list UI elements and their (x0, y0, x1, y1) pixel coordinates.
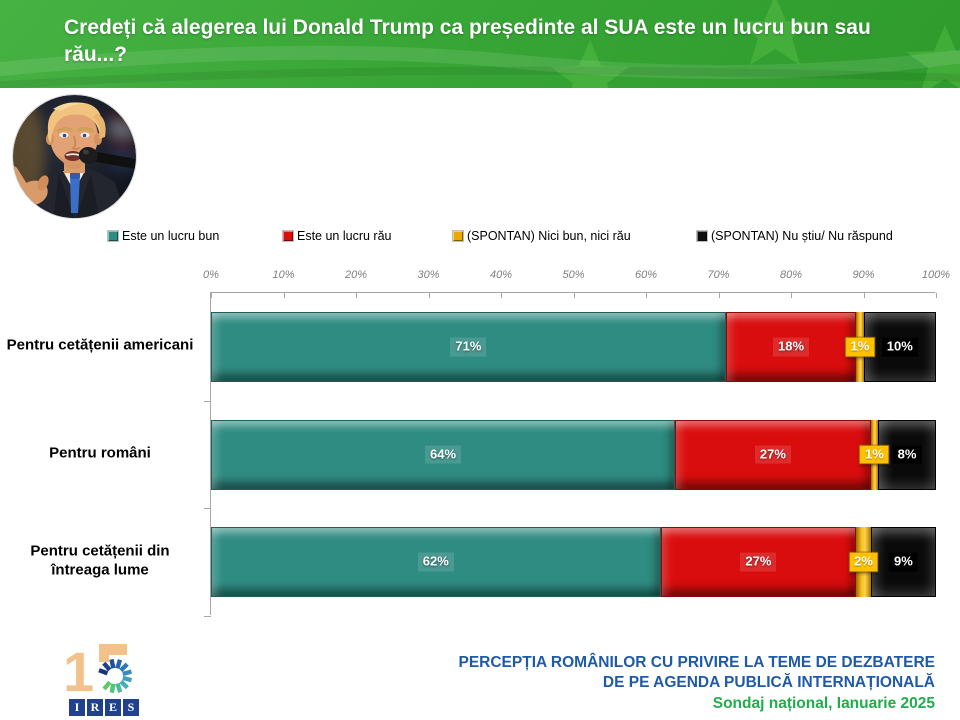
trump-photo (13, 95, 136, 218)
x-axis-tick-label: 10% (272, 269, 295, 281)
category-label: Pentru cetățenii americani (6, 336, 194, 354)
logo-number-1: 1 (63, 641, 94, 697)
footer-line1: PERCEPȚIA ROMÂNILOR CU PRIVIRE LA TEME D… (458, 654, 935, 671)
eu-stars-decoration (0, 0, 960, 88)
footer-line2: DE PE AGENDA PUBLICĂ INTERNAȚIONALĂ (602, 674, 935, 692)
footer-text: PERCEPȚIA ROMÂNILOR CU PRIVIRE LA TEME D… (295, 653, 935, 714)
x-axis-tick-label: 50% (562, 269, 585, 281)
x-axis-tick-label: 40% (489, 269, 513, 281)
ires-15-anniversary-icon: 1 (63, 640, 133, 703)
x-axis-tick-mark (428, 293, 430, 298)
y-axis-tick-mark (204, 616, 211, 617)
spiral-segment (115, 659, 123, 669)
x-axis-tick-label: 30% (417, 269, 440, 281)
stacked-bar-row: 71% 18% 1% 10% (211, 311, 936, 382)
x-axis-tick-mark (791, 293, 792, 298)
x-axis-tick-mark (283, 293, 285, 298)
x-axis-tick-label: 90% (852, 269, 875, 281)
ires-letter-box: I (69, 699, 85, 716)
x-axis-tick-label: 60% (634, 269, 658, 281)
spiral-segment (102, 680, 112, 691)
x-axis-tick-mark (573, 293, 575, 298)
legend-label: Este un lucru bun (122, 229, 220, 243)
x-axis-tick-mark (718, 293, 720, 298)
plot-area: 0% 10% 20% 30% 40% 50% 60% 70% 80% 90% 100% 71% 18% 1… (203, 269, 950, 617)
stacked-bar-row: 62% 27% 2% 9% (211, 527, 936, 598)
x-axis-tick-label: 100% (921, 269, 951, 281)
legend-swatch-icon (697, 231, 707, 241)
x-axis-tick-label: 70% (707, 269, 730, 281)
data-label: 71% (450, 337, 487, 357)
ires-letter-box: R (87, 699, 103, 716)
category-axis-labels: Pentru cetățenii americani Pentru români P… (0, 292, 200, 615)
data-label: 1% (859, 445, 889, 464)
category-label: Pentru români (49, 444, 151, 462)
data-label: 64% (424, 445, 462, 464)
ires-letter-box: S (123, 699, 139, 716)
x-axis-tick-mark (863, 293, 865, 298)
trump-portrait-illustration (13, 95, 136, 218)
footer-line3: Sondaj național, Ianuarie 2025 (712, 695, 935, 713)
legend-swatch-icon (283, 231, 293, 241)
legend-swatch-icon (108, 231, 118, 241)
data-label: 2% (849, 552, 878, 572)
x-axis-tick-mark (646, 293, 647, 298)
x-axis-tick-mark (211, 293, 212, 298)
spiral-segment (98, 668, 109, 676)
page-title: Credeți că alegerea lui Donald Trump ca … (64, 16, 871, 66)
spiral-segment (109, 683, 116, 694)
x-axis-tick-label: 80% (779, 269, 803, 281)
spiral-segment (109, 658, 116, 669)
x-axis-tick-mark (501, 293, 502, 298)
spiral-segment (115, 682, 123, 693)
chart-legend: Este un lucru bun Este un lucru rău (SPONT… (0, 229, 960, 247)
legend-item-2: (SPONTAN) Nici bun, nici rău (453, 229, 631, 243)
legend-item-0: Este un lucru bun (108, 229, 219, 243)
legend-swatch-icon (453, 231, 463, 241)
data-label: 10% (881, 337, 918, 357)
data-label: 27% (754, 445, 791, 464)
x-axis-tick-label: 20% (344, 269, 368, 281)
x-axis-tick-label: 0% (203, 269, 219, 281)
x-axis-tick-mark (356, 293, 357, 298)
ires-letter-box: E (105, 699, 121, 716)
bar-segment-0 (211, 527, 661, 598)
header-banner: Credeți că alegerea lui Donald Trump ca … (0, 0, 960, 88)
bar-segment-1 (660, 527, 857, 598)
legend-item-3: (SPONTAN) Nu știu/ Nu răspund (697, 229, 893, 243)
category-label: Pentru cetățenii din întreaga lume (30, 542, 170, 579)
data-label: 1% (845, 337, 875, 357)
legend-label: (SPONTAN) Nici bun, nici rău (467, 229, 631, 243)
bar-segment-0 (211, 419, 675, 490)
data-label: 18% (772, 337, 810, 357)
stacked-bar-row: 64% 27% 1% 8% (211, 419, 936, 490)
legend-item-1: Este un lucru rău (283, 229, 392, 243)
legend-label: Este un lucru rău (297, 229, 392, 243)
y-axis-tick-mark (204, 508, 211, 510)
data-label: 9% (888, 552, 918, 572)
spiral-segment (102, 661, 112, 672)
legend-label: (SPONTAN) Nu știu/ Nu răspund (711, 229, 893, 243)
data-label: 27% (740, 552, 777, 572)
spiral-segment (122, 669, 132, 677)
bar-segment-0 (211, 311, 726, 382)
y-axis-tick-mark (204, 400, 211, 402)
data-label: 8% (892, 445, 922, 464)
spiral-segment (119, 662, 129, 673)
x-axis-tick-mark (936, 293, 937, 298)
spiral-segment (122, 675, 133, 683)
bar-segment-1 (675, 419, 871, 490)
spiral-segment (119, 679, 129, 690)
data-label: 62% (417, 552, 454, 572)
